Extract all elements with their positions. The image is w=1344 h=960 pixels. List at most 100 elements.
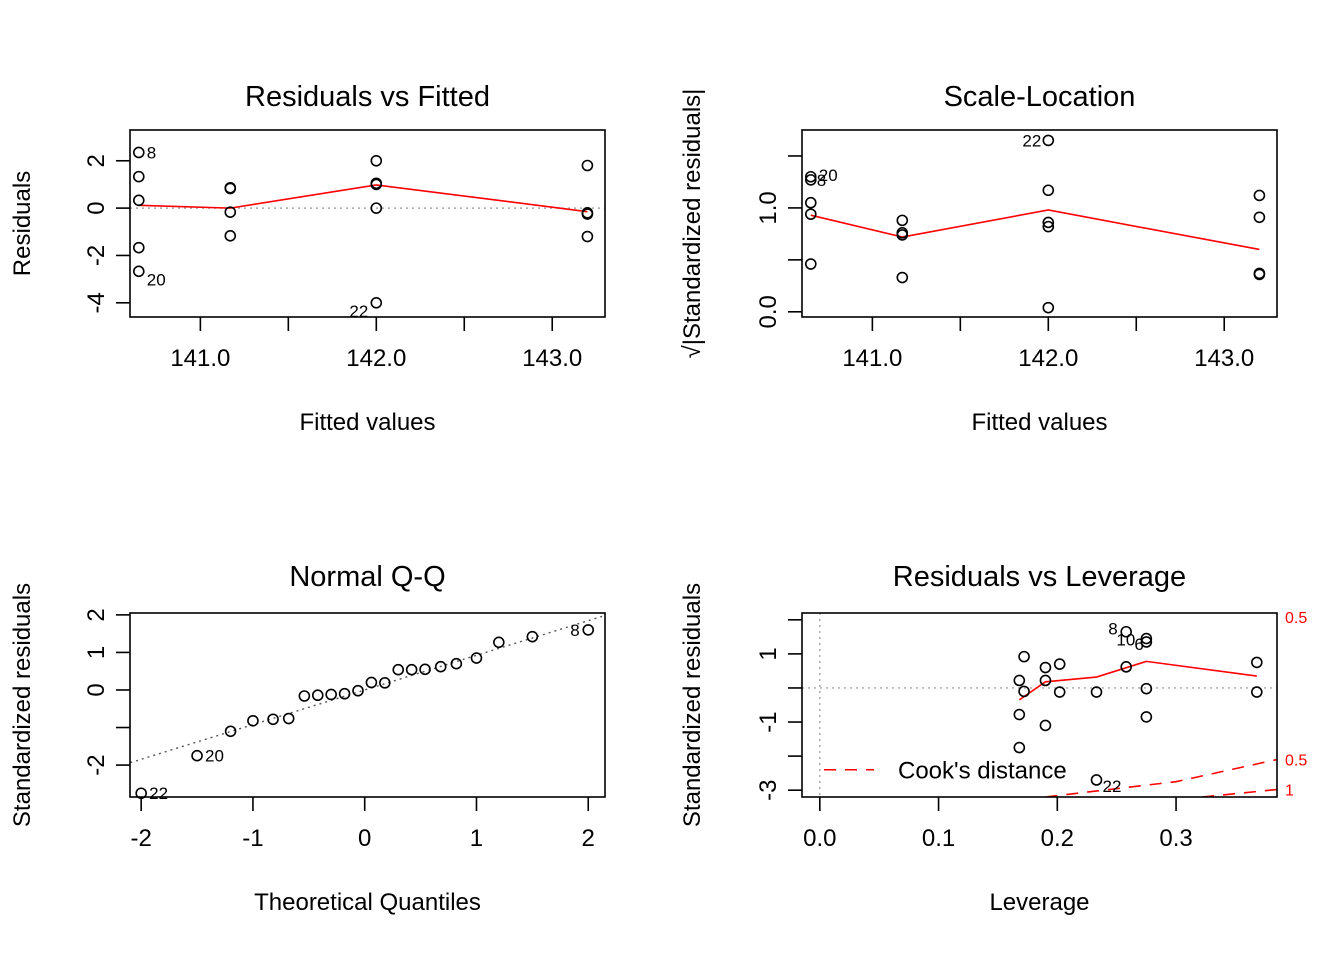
data-point — [896, 229, 909, 241]
data-point — [1039, 674, 1052, 687]
y-axis-label: Residuals — [9, 171, 36, 276]
data-point — [132, 194, 145, 207]
plot-frame — [129, 129, 606, 318]
data-point — [526, 630, 539, 643]
y-tick-label: 1 — [755, 647, 782, 660]
data-point — [419, 663, 431, 676]
data-point — [1120, 661, 1132, 673]
x-tick-label: 141.0 — [842, 345, 902, 372]
cooks-distance-level-label: 0.5 — [1285, 610, 1307, 627]
point-label: 8 — [817, 171, 826, 190]
y-tick-label: 2 — [83, 154, 110, 167]
y-tick-label: 1 — [83, 646, 110, 659]
data-point — [1140, 711, 1153, 723]
point-label: 8 — [570, 621, 579, 640]
x-tick-label: 0 — [358, 825, 371, 852]
data-point — [247, 714, 259, 727]
point-label: 22 — [149, 784, 168, 803]
data-point — [370, 296, 383, 309]
panel-normal-q-q: Normal Q-Q -2 -1 0 1 2 -2 0 1 2 Theoretical Quanti… — [9, 561, 606, 916]
data-point — [1042, 134, 1055, 147]
plot-title: Residuals vs Leverage — [893, 561, 1186, 593]
cooks-distance-contour — [1045, 758, 1277, 797]
x-tick-label: 143.0 — [1194, 345, 1254, 372]
point-label: 10 — [1116, 631, 1135, 650]
data-point — [1140, 636, 1153, 648]
data-point — [1039, 719, 1052, 732]
point-label: 8 — [147, 143, 156, 162]
y-tick-label: 2 — [83, 608, 110, 621]
data-point — [135, 787, 147, 800]
data-point — [370, 177, 383, 190]
data-point — [224, 206, 237, 218]
data-point — [298, 690, 311, 702]
data-point — [405, 663, 418, 676]
y-tick-label: 0 — [83, 683, 110, 696]
plot-area — [802, 613, 1277, 797]
data-point — [581, 208, 594, 220]
qq-reference-line — [130, 614, 605, 764]
data-point — [896, 214, 909, 227]
data-point — [470, 652, 483, 664]
data-point — [370, 202, 383, 214]
y-tick-label: 0.0 — [755, 295, 782, 328]
point-label: 20 — [147, 270, 166, 289]
x-tick-label: 0.3 — [1159, 825, 1192, 852]
data-point — [224, 725, 237, 738]
smoother-line — [1018, 660, 1257, 701]
panel-residuals-vs-fitted: Residuals vs Fitted 141.0 142.0 143.0 -4 -2 0 2… — [9, 81, 606, 436]
data-point — [224, 230, 237, 242]
data-point — [804, 170, 817, 183]
data-point — [132, 241, 145, 254]
data-point — [896, 271, 909, 284]
plot-area — [130, 614, 605, 764]
plot-area — [130, 184, 605, 213]
data-point — [804, 258, 817, 270]
data-point — [132, 170, 145, 183]
y-tick-label: -2 — [83, 245, 110, 266]
data-point — [1013, 741, 1026, 754]
y-tick-label: -3 — [755, 780, 782, 801]
data-point — [582, 624, 595, 636]
data-point — [1042, 220, 1055, 233]
point-label: 22 — [1103, 777, 1122, 796]
legend-label: Cook's distance — [898, 758, 1067, 785]
x-axis-label: Leverage — [989, 889, 1089, 916]
data-point — [1053, 686, 1066, 698]
point-label: 20 — [819, 166, 838, 185]
y-tick-label: -4 — [83, 292, 110, 313]
data-point — [493, 636, 505, 649]
x-tick-label: 142.0 — [1018, 345, 1078, 372]
data-point — [804, 174, 817, 186]
plot-title: Scale-Location — [944, 81, 1136, 113]
point-label: 6 — [1134, 635, 1143, 654]
data-point — [191, 749, 203, 762]
y-tick-label: 1.0 — [755, 191, 782, 224]
data-point — [1253, 211, 1266, 224]
data-point — [581, 230, 594, 243]
data-point — [450, 657, 463, 670]
x-tick-label: 143.0 — [522, 345, 582, 372]
panel-residuals-vs-leverage: Residuals vs Leverage 0.0 0.1 0.2 0.3 -3 -1 1 Le… — [679, 561, 1307, 916]
data-point — [338, 687, 351, 700]
data-point — [434, 660, 447, 673]
plot-frame — [801, 612, 1278, 798]
point-label: 8 — [1108, 620, 1117, 639]
data-point — [1018, 685, 1030, 698]
x-axis-label: Theoretical Quantiles — [254, 889, 481, 916]
data-point — [1042, 184, 1055, 197]
data-point — [352, 684, 364, 697]
x-axis-label: Fitted values — [299, 409, 435, 436]
data-point — [1140, 632, 1153, 645]
data-point — [1090, 686, 1103, 698]
data-point — [1018, 650, 1030, 663]
data-point — [1013, 708, 1026, 721]
data-point — [132, 265, 145, 278]
plot-frame — [129, 612, 606, 798]
data-point — [1253, 189, 1266, 202]
cooks-distance-contour — [1202, 788, 1277, 797]
data-point — [1253, 268, 1266, 281]
data-point — [1013, 674, 1026, 687]
data-point — [392, 663, 405, 676]
data-point — [804, 208, 817, 220]
